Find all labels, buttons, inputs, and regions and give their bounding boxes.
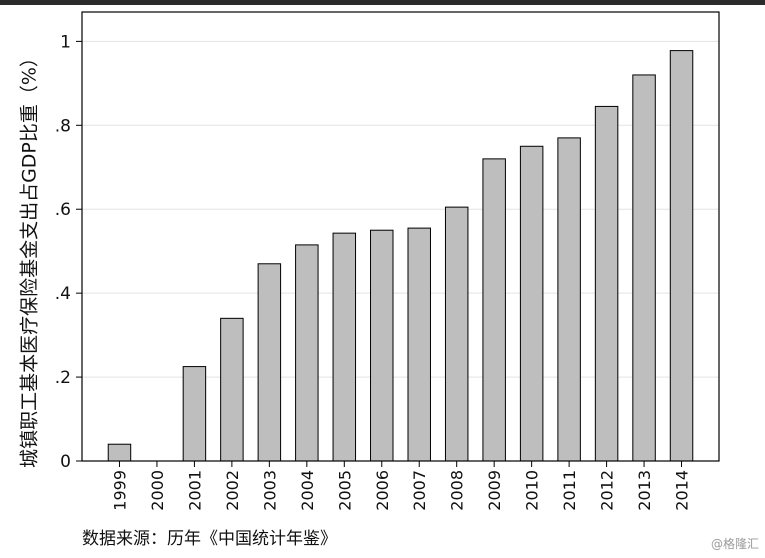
x-axis-ticks: 1999 2000 2001 2002 2003 2004 2005 2006 2007 2008… bbox=[110, 461, 692, 511]
bar bbox=[557, 137, 581, 462]
x-tick-label: 2009 bbox=[485, 470, 504, 511]
plot-frame bbox=[81, 11, 720, 462]
x-tick-label: 2003 bbox=[260, 470, 279, 511]
x-tick-label: 1999 bbox=[110, 470, 129, 511]
window-top-bar bbox=[0, 0, 765, 5]
watermark: @格隆汇 bbox=[710, 537, 759, 551]
bar bbox=[594, 105, 619, 462]
bar bbox=[444, 206, 469, 462]
y-tick-label: 1 bbox=[60, 32, 71, 52]
x-tick-label: 2012 bbox=[598, 470, 617, 511]
x-tick-label: 2001 bbox=[185, 470, 204, 511]
x-tick-label: 2005 bbox=[335, 470, 354, 511]
bar bbox=[407, 227, 431, 462]
y-axis-label: 城镇职工基本医疗保险基金支出占GDP比重（%） bbox=[18, 48, 41, 468]
bar bbox=[669, 50, 694, 462]
source-note: 数据来源：历年《中国统计年鉴》 bbox=[82, 529, 337, 549]
x-tick-label: 2007 bbox=[410, 470, 429, 511]
gridlines bbox=[82, 40, 719, 378]
x-tick-label: 2013 bbox=[635, 470, 654, 511]
bar bbox=[220, 317, 244, 462]
y-tick-label: .8 bbox=[55, 116, 71, 136]
bar bbox=[257, 263, 282, 462]
x-tick-label: 2002 bbox=[223, 470, 242, 511]
x-tick-label: 2006 bbox=[373, 470, 392, 511]
y-tick-label: .4 bbox=[55, 284, 71, 304]
bar bbox=[482, 158, 506, 462]
x-tick-label: 2008 bbox=[448, 470, 467, 511]
bar bbox=[107, 443, 132, 462]
y-axis-ticks: 0 .2 .4 .6 .8 1 bbox=[55, 32, 82, 472]
y-tick-label: .2 bbox=[55, 368, 71, 388]
x-tick-label: 2010 bbox=[523, 470, 542, 511]
y-tick-label: 0 bbox=[60, 452, 71, 472]
x-tick-label: 2011 bbox=[560, 470, 579, 511]
x-tick-label: 2014 bbox=[673, 470, 692, 511]
bar bbox=[332, 232, 357, 462]
x-tick-label: 2004 bbox=[298, 470, 317, 511]
bar bbox=[370, 229, 394, 462]
bars bbox=[107, 50, 694, 462]
y-tick-label: .6 bbox=[55, 200, 71, 220]
x-tick-label: 2000 bbox=[148, 470, 167, 511]
bar bbox=[519, 145, 544, 462]
bar bbox=[182, 366, 207, 462]
bar bbox=[295, 244, 319, 462]
bar bbox=[632, 74, 656, 462]
